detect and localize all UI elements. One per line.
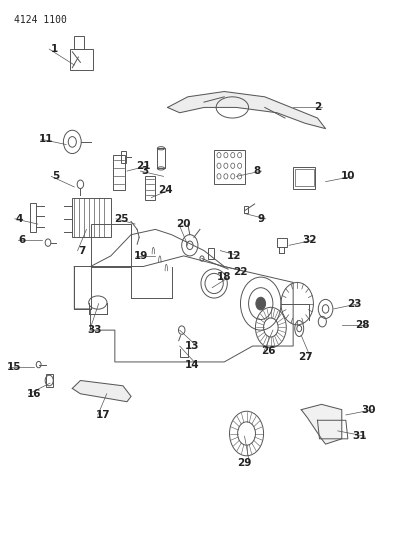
- Text: 21: 21: [136, 161, 151, 171]
- Text: 2: 2: [314, 102, 321, 112]
- Text: 6: 6: [19, 235, 26, 245]
- Bar: [74, 36, 84, 49]
- Bar: [30, 203, 36, 232]
- Text: 9: 9: [257, 214, 264, 224]
- Polygon shape: [168, 92, 326, 128]
- Text: 27: 27: [298, 352, 313, 361]
- Text: 8: 8: [253, 166, 260, 176]
- Text: 15: 15: [7, 362, 22, 372]
- Text: 16: 16: [27, 389, 41, 399]
- Bar: [145, 176, 155, 200]
- Text: 24: 24: [158, 184, 173, 195]
- Text: 25: 25: [114, 214, 128, 224]
- Text: 4: 4: [16, 214, 23, 224]
- Bar: [208, 248, 214, 259]
- Bar: [295, 169, 314, 187]
- Text: 19: 19: [134, 251, 149, 261]
- Text: 18: 18: [217, 272, 231, 282]
- Circle shape: [256, 297, 266, 310]
- Text: 13: 13: [184, 341, 199, 351]
- Text: 14: 14: [184, 360, 199, 369]
- Text: 29: 29: [237, 458, 252, 467]
- Text: 26: 26: [262, 346, 276, 357]
- Bar: [91, 224, 131, 266]
- Bar: [157, 148, 165, 168]
- Text: 33: 33: [87, 325, 102, 335]
- Bar: [214, 150, 244, 184]
- Text: 4124 1100: 4124 1100: [13, 14, 67, 25]
- Bar: [277, 238, 287, 247]
- Bar: [121, 151, 126, 163]
- Text: 30: 30: [361, 405, 375, 415]
- Text: 1: 1: [51, 44, 58, 54]
- Text: 5: 5: [53, 172, 60, 181]
- Polygon shape: [301, 405, 342, 444]
- Text: 11: 11: [39, 134, 53, 144]
- Bar: [244, 206, 248, 214]
- Text: 23: 23: [347, 298, 361, 309]
- Text: 17: 17: [95, 410, 110, 420]
- Text: 20: 20: [177, 219, 191, 229]
- Bar: [293, 167, 315, 189]
- Bar: [113, 155, 125, 190]
- Bar: [70, 49, 93, 70]
- Text: 10: 10: [341, 172, 355, 181]
- Text: 3: 3: [142, 166, 149, 176]
- Polygon shape: [72, 381, 131, 402]
- Text: 31: 31: [353, 431, 367, 441]
- Text: 7: 7: [79, 246, 86, 256]
- Text: 32: 32: [302, 235, 317, 245]
- Bar: [46, 374, 53, 387]
- Text: 22: 22: [233, 267, 248, 277]
- Text: 12: 12: [227, 251, 242, 261]
- Bar: [72, 198, 111, 237]
- Text: 28: 28: [355, 320, 369, 330]
